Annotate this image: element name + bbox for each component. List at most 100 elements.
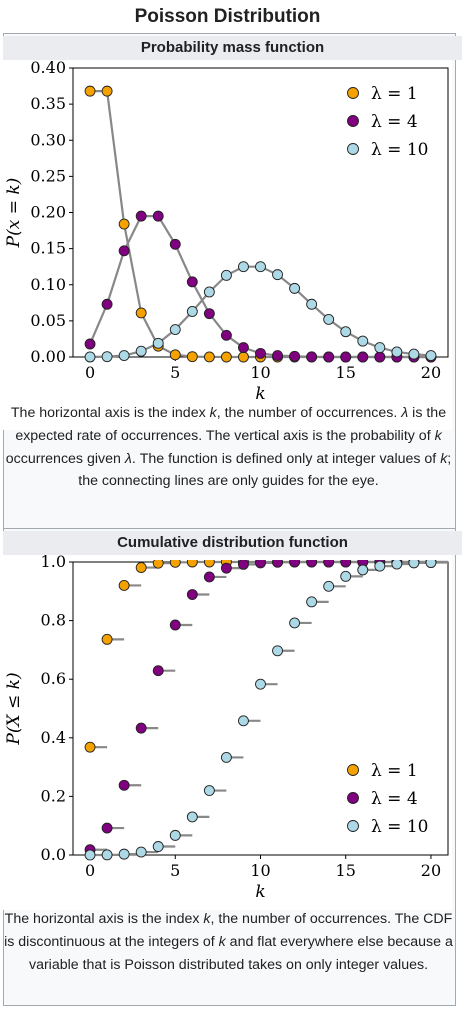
- data-point: [306, 351, 318, 363]
- data-point: [101, 822, 113, 834]
- data-point: [220, 269, 232, 281]
- plot-frame: [72, 67, 449, 358]
- data-point: [272, 350, 283, 362]
- data-point: [425, 350, 437, 362]
- x-tick-label: 5: [170, 861, 180, 880]
- x-tick-label: 15: [336, 861, 356, 880]
- data-point: [374, 560, 386, 572]
- x-tick-label: 0: [85, 861, 95, 880]
- data-point: [374, 351, 386, 363]
- data-point: [203, 286, 215, 298]
- x-tick-label: 10: [250, 363, 270, 382]
- y-tick-label: 0.2: [41, 786, 66, 805]
- legend-marker: [347, 820, 359, 832]
- data-point: [220, 351, 232, 363]
- data-point: [323, 580, 335, 592]
- data-point: [238, 342, 249, 354]
- y-tick-label: 0.35: [30, 94, 66, 113]
- x-tick-label: 0: [85, 363, 95, 382]
- data-point: [357, 335, 369, 347]
- data-point: [169, 619, 181, 631]
- legend-entry: λ = 4: [371, 112, 418, 132]
- data-point: [289, 560, 301, 568]
- data-point: [186, 276, 198, 288]
- data-point: [118, 350, 130, 362]
- legend-entry: λ = 1: [371, 84, 418, 104]
- data-point: [238, 715, 249, 727]
- data-point: [135, 345, 147, 357]
- data-point: [135, 722, 147, 734]
- data-point: [425, 560, 437, 569]
- data-point: [220, 562, 232, 574]
- data-point: [391, 560, 403, 570]
- y-tick-label: 0.4: [41, 728, 66, 747]
- data-point: [169, 560, 181, 568]
- cdf-chart: 0.0 0.2 0.4 0.6 0.8 1.0 0 5 10 15 20 k P(X ≤ k) λ = 1…: [3, 555, 452, 910]
- data-point: [169, 349, 181, 361]
- data-point: [272, 645, 283, 657]
- data-point: [84, 741, 96, 753]
- data-point: [323, 560, 335, 568]
- data-point: [135, 210, 147, 222]
- data-point: [238, 351, 249, 363]
- data-point: [357, 564, 369, 576]
- data-point: [357, 351, 369, 363]
- data-point: [135, 307, 147, 319]
- y-tick-label: 0.0: [41, 845, 66, 864]
- data-point: [203, 785, 215, 796]
- legend-marker: [347, 115, 359, 127]
- data-point: [186, 811, 198, 823]
- data-point: [391, 346, 403, 358]
- data-point: [289, 617, 301, 629]
- data-point: [340, 351, 352, 363]
- data-point: [203, 560, 215, 568]
- plot-frame: [72, 561, 449, 856]
- y-tick-label: 0.20: [30, 203, 66, 222]
- data-point: [255, 261, 266, 273]
- data-point: [152, 841, 164, 852]
- data-point: [135, 562, 147, 574]
- data-point: [238, 560, 249, 570]
- y-axis-label: P(X ≤ k): [4, 672, 24, 745]
- data-point: [135, 846, 147, 858]
- y-tick-label: 0.40: [30, 60, 66, 77]
- data-point: [220, 329, 232, 341]
- x-tick-label: 15: [336, 363, 356, 382]
- legend-entry: λ = 4: [371, 789, 418, 809]
- data-point: [408, 348, 420, 360]
- x-tick-label: 5: [170, 363, 180, 382]
- data-point: [306, 560, 318, 568]
- data-point: [408, 560, 420, 569]
- data-point: [340, 560, 352, 568]
- data-point: [323, 351, 335, 363]
- y-tick-label: 0.8: [41, 611, 66, 630]
- data-point: [255, 678, 266, 690]
- data-point: [306, 596, 318, 608]
- data-point: [118, 245, 130, 257]
- y-tick-label: 0.6: [41, 669, 66, 688]
- legend-entry: λ = 10: [371, 140, 428, 160]
- y-tick-label: 0.30: [30, 130, 66, 149]
- data-point: [238, 261, 249, 273]
- data-point: [118, 218, 130, 230]
- data-point: [101, 849, 113, 861]
- data-point: [374, 342, 386, 354]
- pmf-caption: The horizontal axis is the index k, the …: [5, 405, 452, 490]
- data-point: [118, 848, 130, 860]
- legend-entry: λ = 10: [371, 817, 428, 837]
- infobox-title: Poisson Distribution: [134, 6, 321, 27]
- cdf-caption: The horizontal axis is the index k, the …: [4, 911, 453, 973]
- data-point: [203, 351, 215, 363]
- pmf-header: Probability mass function: [3, 36, 462, 60]
- legend-marker: [347, 143, 359, 155]
- data-point: [255, 560, 266, 569]
- y-tick-label: 0.10: [30, 275, 66, 294]
- data-point: [84, 849, 96, 861]
- y-tick-label: 0.15: [30, 239, 66, 258]
- data-point: [152, 337, 164, 349]
- data-point: [220, 751, 232, 763]
- data-point: [272, 269, 283, 281]
- data-point: [186, 589, 198, 600]
- x-axis-label: k: [255, 384, 265, 404]
